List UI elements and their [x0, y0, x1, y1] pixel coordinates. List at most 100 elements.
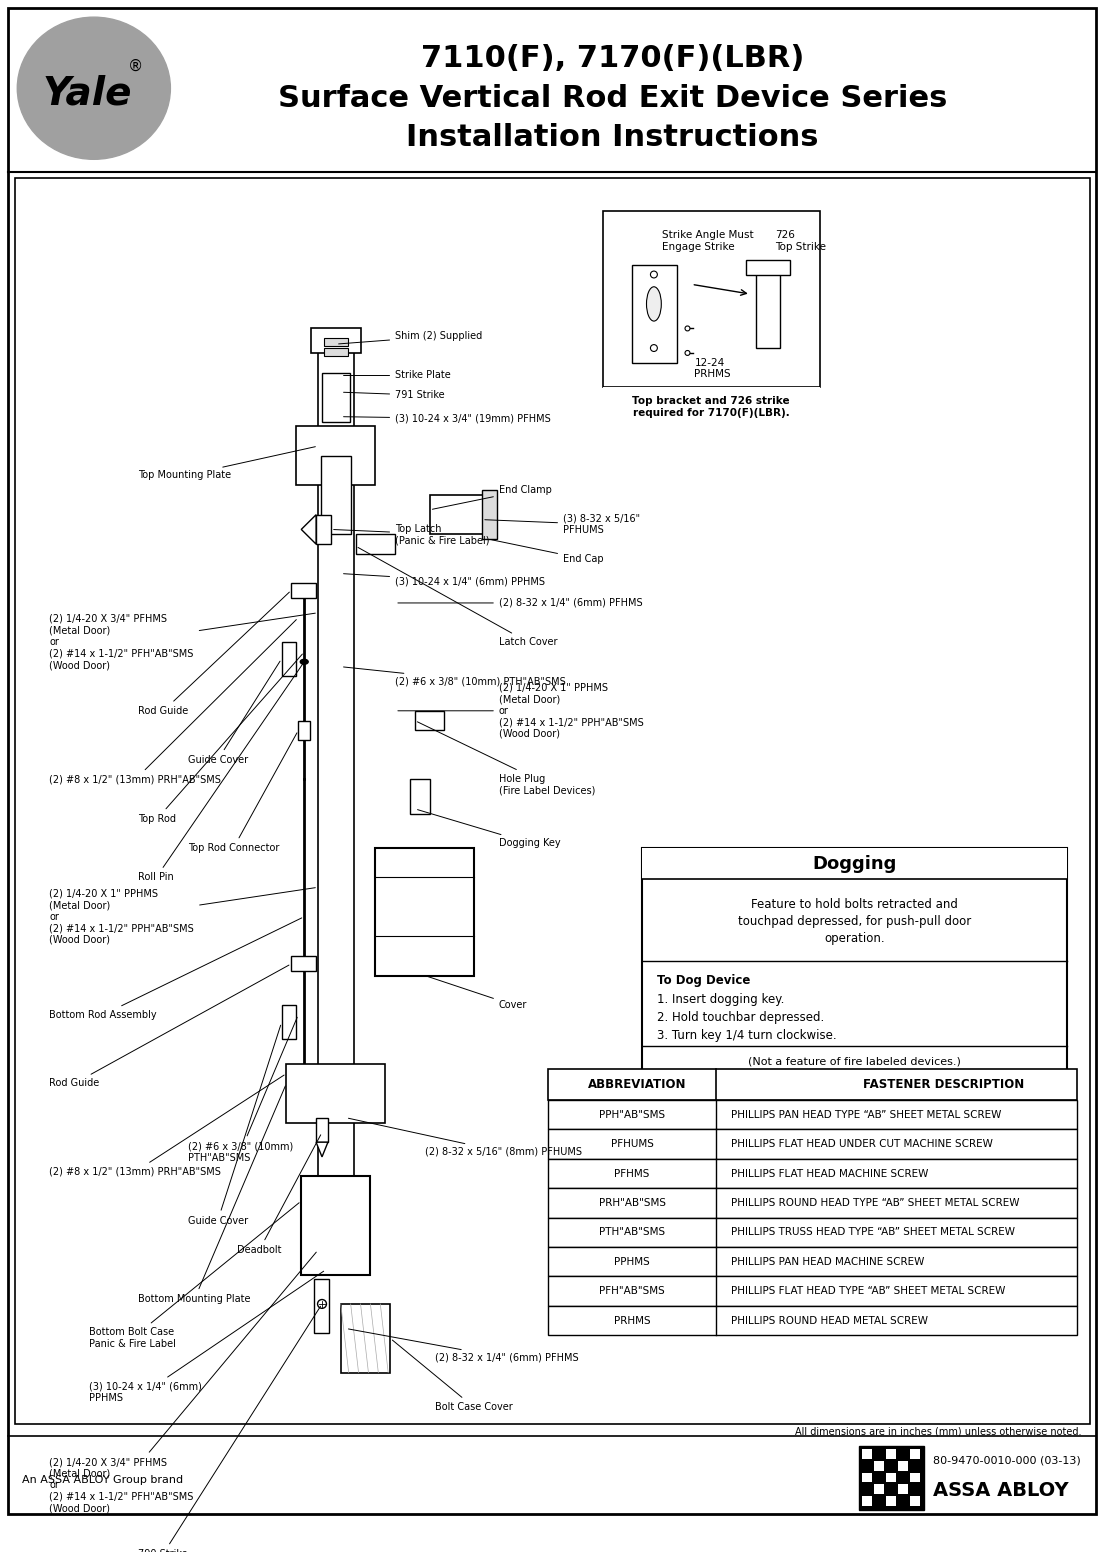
Text: (2) 8-32 x 1/4" (6mm) PFHMS: (2) 8-32 x 1/4" (6mm) PFHMS: [349, 1329, 578, 1363]
Text: 791 Strike: 791 Strike: [343, 390, 445, 400]
Bar: [746, 259, 790, 275]
Bar: [324, 348, 348, 355]
Text: PRHMS: PRHMS: [614, 1316, 651, 1325]
Text: (2) 1/4-20 X 3/4" PFHMS
(Metal Door)
or
(2) #14 x 1-1/2" PFH"AB"SMS
(Wood Door): (2) 1/4-20 X 3/4" PFHMS (Metal Door) or …: [49, 1252, 316, 1513]
Text: 80-9470-0010-000 (03-13): 80-9470-0010-000 (03-13): [934, 1456, 1081, 1465]
Text: (2) #6 x 3/8" (10mm)
PTH"AB"SMS: (2) #6 x 3/8" (10mm) PTH"AB"SMS: [188, 1017, 297, 1162]
Bar: [887, 1473, 896, 1482]
Text: PPH"AB"SMS: PPH"AB"SMS: [599, 1110, 665, 1119]
Polygon shape: [316, 1142, 328, 1156]
Bar: [548, 1130, 1077, 1159]
Bar: [292, 584, 316, 598]
Text: Cover: Cover: [427, 976, 528, 1010]
Text: PHILLIPS PAN HEAD MACHINE SCREW: PHILLIPS PAN HEAD MACHINE SCREW: [731, 1257, 925, 1266]
Bar: [316, 1117, 328, 1142]
Text: Yale: Yale: [42, 74, 132, 112]
Text: 12-24
PRHMS: 12-24 PRHMS: [694, 359, 731, 379]
Text: (2) 8-32 x 5/16" (8mm) PFHUMS: (2) 8-32 x 5/16" (8mm) PFHUMS: [349, 1119, 581, 1156]
Text: Bolt Case Cover: Bolt Case Cover: [392, 1339, 512, 1412]
Text: 1. Insert dogging key.
2. Hold touchbar depressed.
3. Turn key 1/4 turn clockwis: 1. Insert dogging key. 2. Hold touchbar …: [657, 993, 836, 1041]
Bar: [548, 1276, 1077, 1305]
Bar: [286, 1063, 386, 1122]
Bar: [548, 1069, 1077, 1100]
Text: Guide Cover: Guide Cover: [188, 1026, 281, 1226]
Ellipse shape: [685, 326, 690, 331]
Bar: [862, 1450, 872, 1459]
Bar: [887, 1450, 896, 1459]
Text: Strike Angle Must
Engage Strike: Strike Angle Must Engage Strike: [662, 230, 754, 251]
Ellipse shape: [651, 345, 657, 351]
Text: PHILLIPS PAN HEAD TYPE “AB” SHEET METAL SCREW: PHILLIPS PAN HEAD TYPE “AB” SHEET METAL …: [731, 1110, 1002, 1119]
Text: Feature to hold bolts retracted and
touchpad depressed, for push-pull door
opera: Feature to hold bolts retracted and touc…: [738, 899, 972, 945]
Text: Rod Guide: Rod Guide: [49, 965, 288, 1088]
Text: End Clamp: End Clamp: [433, 486, 551, 509]
Bar: [898, 1460, 908, 1471]
Bar: [318, 348, 353, 1231]
Text: ASSA ABLOY: ASSA ABLOY: [934, 1481, 1069, 1499]
Text: 790 Strike: 790 Strike: [139, 1307, 321, 1552]
Bar: [642, 847, 1067, 1074]
Text: PPHMS: PPHMS: [614, 1257, 650, 1266]
Bar: [429, 495, 484, 534]
Ellipse shape: [301, 660, 309, 664]
Ellipse shape: [646, 287, 662, 321]
Text: Deadbolt: Deadbolt: [237, 1135, 321, 1256]
Bar: [874, 1484, 884, 1495]
Text: (2) #8 x 1/2" (13mm) PRH"AB"SMS: (2) #8 x 1/2" (13mm) PRH"AB"SMS: [49, 1076, 284, 1176]
Bar: [410, 779, 429, 813]
Bar: [548, 1305, 1077, 1335]
Bar: [356, 534, 395, 554]
Text: PHILLIPS ROUND HEAD METAL SCREW: PHILLIPS ROUND HEAD METAL SCREW: [731, 1316, 928, 1325]
Bar: [341, 1304, 390, 1372]
Bar: [910, 1473, 920, 1482]
Text: Top Rod Connector: Top Rod Connector: [188, 733, 297, 854]
Bar: [316, 515, 331, 545]
Text: Shim (2) Supplied: Shim (2) Supplied: [339, 331, 482, 345]
Ellipse shape: [651, 272, 657, 278]
Text: Top Latch
(Panic & Fire Label): Top Latch (Panic & Fire Label): [333, 523, 490, 545]
Text: To Dog Device: To Dog Device: [657, 973, 750, 987]
Text: ®: ®: [127, 59, 143, 74]
Text: An ASSA ABLOY Group brand: An ASSA ABLOY Group brand: [21, 1476, 183, 1485]
Bar: [376, 847, 474, 976]
Text: (2) #8 x 1/2" (13mm) PRH"AB"SMS: (2) #8 x 1/2" (13mm) PRH"AB"SMS: [49, 619, 296, 784]
Text: Roll Pin: Roll Pin: [139, 664, 303, 883]
Bar: [314, 1279, 329, 1333]
Text: (2) 1/4-20 X 3/4" PFHMS
(Metal Door)
or
(2) #14 x 1-1/2" PFH"AB"SMS
(Wood Door): (2) 1/4-20 X 3/4" PFHMS (Metal Door) or …: [49, 613, 315, 670]
Text: (3) 10-24 x 3/4" (19mm) PFHMS: (3) 10-24 x 3/4" (19mm) PFHMS: [343, 414, 551, 424]
Text: PHILLIPS FLAT HEAD UNDER CUT MACHINE SCREW: PHILLIPS FLAT HEAD UNDER CUT MACHINE SCR…: [731, 1139, 993, 1148]
Bar: [15, 178, 1090, 1423]
Text: Guide Cover: Guide Cover: [188, 661, 280, 765]
Bar: [756, 265, 780, 348]
Text: Top bracket and 726 strike
required for 7170(F)(LBR).: Top bracket and 726 strike required for …: [633, 396, 790, 417]
Bar: [548, 1159, 1077, 1189]
Polygon shape: [301, 515, 316, 545]
Text: FASTENER DESCRIPTION: FASTENER DESCRIPTION: [863, 1077, 1024, 1091]
Text: PHILLIPS TRUSS HEAD TYPE “AB” SHEET METAL SCREW: PHILLIPS TRUSS HEAD TYPE “AB” SHEET META…: [731, 1228, 1015, 1237]
Text: Dogging Key: Dogging Key: [417, 810, 560, 847]
Bar: [632, 265, 676, 363]
Text: Strike Plate: Strike Plate: [343, 371, 451, 380]
Text: Top Mounting Plate: Top Mounting Plate: [139, 447, 315, 481]
Bar: [282, 1004, 296, 1040]
Bar: [898, 1484, 908, 1495]
Bar: [874, 1460, 884, 1471]
Bar: [887, 1496, 896, 1505]
Text: Dogging: Dogging: [813, 855, 897, 872]
Text: (3) 10-24 x 1/4" (6mm)
PPHMS: (3) 10-24 x 1/4" (6mm) PPHMS: [89, 1271, 324, 1403]
Bar: [548, 1100, 1077, 1130]
Ellipse shape: [685, 351, 690, 355]
Text: PHILLIPS FLAT HEAD MACHINE SCREW: PHILLIPS FLAT HEAD MACHINE SCREW: [731, 1169, 928, 1178]
Text: ABBREVIATION: ABBREVIATION: [588, 1077, 686, 1091]
Text: All dimensions are in inches (mm) unless otherwise noted.: All dimensions are in inches (mm) unless…: [795, 1426, 1081, 1437]
Text: Hole Plug
(Fire Label Devices): Hole Plug (Fire Label Devices): [417, 722, 595, 795]
Bar: [603, 388, 819, 427]
Text: (2) 1/4-20 X 1" PPHMS
(Metal Door)
or
(2) #14 x 1-1/2" PPH"AB"SMS
(Wood Door): (2) 1/4-20 X 1" PPHMS (Metal Door) or (2…: [49, 888, 315, 945]
Text: Latch Cover: Latch Cover: [358, 548, 558, 647]
Text: Top Rod: Top Rod: [139, 653, 302, 824]
Text: (3) 8-32 x 5/16"
PFHUMS: (3) 8-32 x 5/16" PFHUMS: [485, 514, 641, 535]
Text: PFHMS: PFHMS: [615, 1169, 650, 1178]
Bar: [910, 1496, 920, 1505]
Bar: [548, 1218, 1077, 1248]
Text: Rod Guide: Rod Guide: [139, 593, 290, 715]
